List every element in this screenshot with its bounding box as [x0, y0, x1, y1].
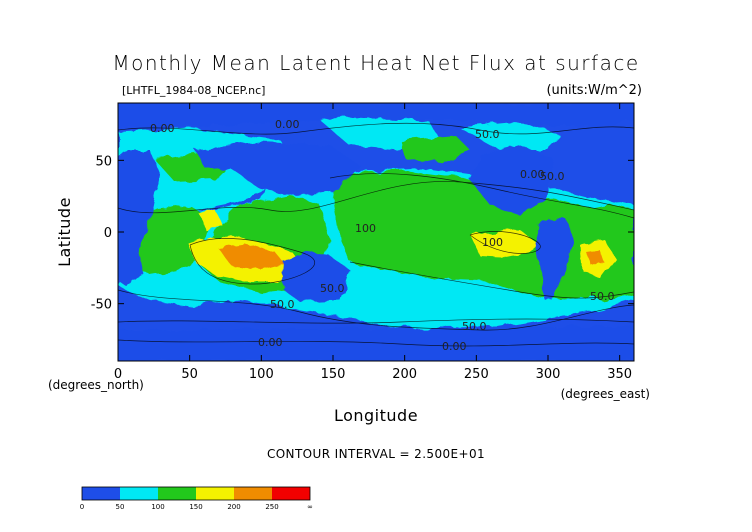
contour-label: 100: [355, 222, 376, 235]
colorbar-swatch: [196, 487, 234, 500]
contour-label: 50.0: [462, 320, 487, 333]
contour-label: 0.00: [258, 336, 283, 349]
x-tick-label: 300: [536, 367, 561, 382]
x-tick-label: 350: [607, 367, 632, 382]
y-tick-label: -50: [91, 298, 112, 313]
x-tick-label: 100: [249, 367, 274, 382]
contour-label: 100: [482, 236, 503, 249]
x-tick-label: 0: [114, 367, 122, 382]
colorbar-frame: [81, 486, 311, 501]
y-axis-units: (degrees_north): [48, 378, 144, 392]
contour-label: 0.00: [442, 340, 467, 353]
y-axis-label: Latitude: [55, 197, 74, 267]
colorbar-tick-label: 200: [227, 503, 240, 511]
x-tick-label: 150: [321, 367, 346, 382]
x-axis-units: (degrees_east): [561, 387, 650, 401]
units-label: (units:W/m^2): [546, 83, 642, 98]
y-tick-label: 0: [104, 226, 112, 241]
heatmap-field: 0.00 50.0 100 0.00 50.0 100 50.0 50.0 50…: [118, 103, 634, 361]
colorbar-tick-label: 50: [116, 503, 125, 511]
chart-title: Monthly Mean Latent Heat Net Flux at sur…: [112, 51, 639, 75]
contour-label: 50.0: [320, 282, 345, 295]
colorbar-tick-label: 100: [151, 503, 164, 511]
axis-ticks: 0 50 100 150 200 250 300 350 50 0 -50: [91, 103, 634, 382]
colorbar: 0 50 100 150 200 250 ∞: [80, 486, 313, 511]
colorbar-swatch: [158, 487, 196, 500]
y-tick-label: 50: [95, 154, 112, 169]
contour-label: 50.0: [270, 298, 295, 311]
colorbar-swatch: [120, 487, 158, 500]
colorbar-swatch: [234, 487, 272, 500]
colorbar-tick-label: 150: [189, 503, 202, 511]
source-filename: [LHTFL_1984-08_NCEP.nc]: [122, 84, 265, 97]
colorbar-swatch: [82, 487, 120, 500]
colorbar-tick-label: ∞: [307, 503, 313, 511]
colorbar-swatch: [272, 487, 310, 500]
x-axis-label: Longitude: [334, 406, 418, 425]
contour-label: 50.0: [540, 170, 565, 183]
contour-interval: CONTOUR INTERVAL = 2.500E+01: [267, 447, 485, 461]
colorbar-tick-label: 0: [80, 503, 84, 511]
contour-label: 50.0: [475, 128, 500, 141]
contour-labels: 0.00 50.0 100 0.00 50.0 100 50.0 50.0 50…: [150, 118, 615, 353]
x-tick-label: 50: [181, 367, 198, 382]
contour-label: 50.0: [590, 290, 615, 303]
colorbar-tick-label: 250: [265, 503, 278, 511]
x-tick-label: 250: [464, 367, 489, 382]
contour-label: 0.00: [275, 118, 300, 131]
x-tick-label: 200: [392, 367, 417, 382]
contour-label: 0.00: [520, 168, 545, 181]
contour-label: 0.00: [150, 122, 175, 135]
